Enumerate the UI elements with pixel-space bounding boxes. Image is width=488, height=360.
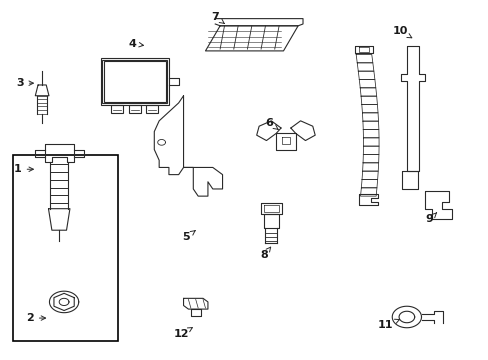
Text: 8: 8 — [260, 247, 270, 260]
Text: 6: 6 — [264, 118, 278, 129]
Text: 1: 1 — [14, 164, 33, 174]
Bar — [13, 155, 118, 341]
Bar — [103, 61, 165, 102]
Text: 12: 12 — [173, 328, 192, 339]
Bar — [128, 105, 141, 113]
Text: 10: 10 — [392, 26, 411, 38]
Text: 7: 7 — [211, 12, 224, 23]
Bar — [146, 105, 158, 113]
Text: 11: 11 — [377, 319, 399, 330]
Text: 5: 5 — [182, 231, 195, 242]
Text: 9: 9 — [425, 213, 436, 224]
Text: 2: 2 — [26, 313, 45, 323]
Text: 4: 4 — [128, 39, 143, 49]
Text: 3: 3 — [17, 78, 33, 88]
Bar — [111, 105, 123, 113]
Bar — [101, 58, 168, 105]
Bar — [102, 59, 167, 103]
